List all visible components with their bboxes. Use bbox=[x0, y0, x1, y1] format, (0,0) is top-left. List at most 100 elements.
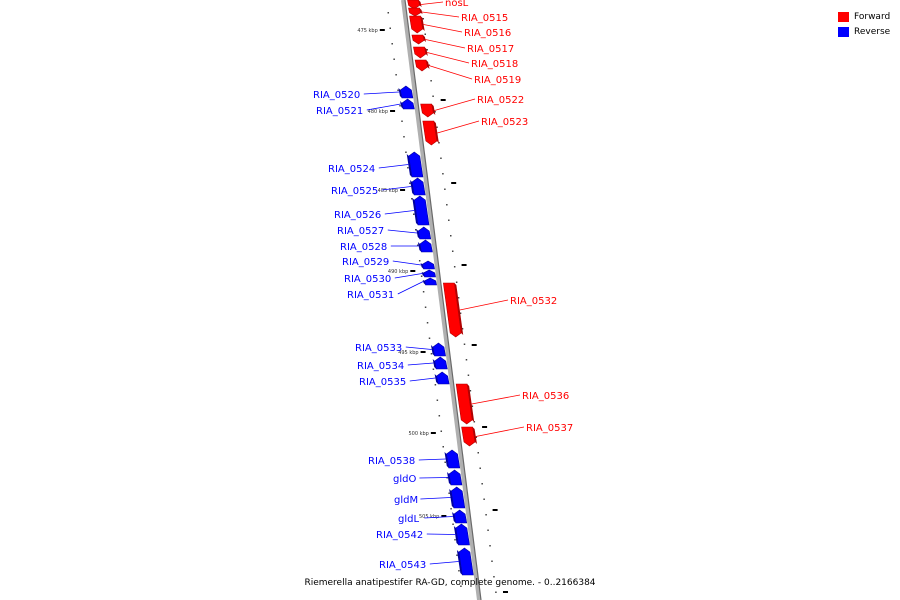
gene-arrow-shade bbox=[420, 16, 425, 31]
gene-arrow[interactable] bbox=[414, 195, 430, 226]
gene-label[interactable]: RIA_0543 bbox=[379, 560, 426, 571]
gene-label[interactable]: RIA_0530 bbox=[344, 274, 391, 285]
gene-arrow-shade bbox=[472, 427, 477, 444]
gene-arrow[interactable] bbox=[411, 34, 425, 45]
gene-label[interactable]: RIA_0516 bbox=[464, 28, 511, 39]
gene-label[interactable]: RIA_0535 bbox=[359, 377, 406, 388]
gene-label[interactable]: RIA_0532 bbox=[510, 296, 557, 307]
gene-arrow[interactable] bbox=[436, 371, 450, 385]
gene-gldm[interactable]: gldM bbox=[394, 486, 466, 509]
minor-tick bbox=[424, 306, 427, 308]
gene-label[interactable]: RIA_0534 bbox=[357, 361, 404, 372]
gene-label[interactable]: RIA_0524 bbox=[328, 164, 375, 175]
gene-ria_0519[interactable]: RIA_0519 bbox=[414, 59, 521, 86]
gene-ria_0536[interactable]: RIA_0536 bbox=[455, 383, 569, 425]
gene-arrow[interactable] bbox=[409, 15, 424, 34]
gene-ria_0520[interactable]: RIA_0520 bbox=[313, 85, 414, 101]
gene-arrow[interactable] bbox=[455, 523, 470, 546]
gene-ria_0533[interactable]: RIA_0533 bbox=[355, 342, 446, 357]
gene-arrow[interactable] bbox=[450, 486, 466, 509]
gene-ria_0526[interactable]: RIA_0526 bbox=[334, 195, 430, 226]
gene-label[interactable]: RIA_0528 bbox=[340, 242, 387, 253]
gene-arrow[interactable] bbox=[446, 449, 461, 469]
gene-label[interactable]: RIA_0538 bbox=[368, 456, 415, 467]
gene-arrow[interactable] bbox=[401, 98, 415, 110]
gene-arrow[interactable] bbox=[407, 0, 420, 10]
gene-ria_0531[interactable]: RIA_0531 bbox=[347, 277, 437, 301]
gene-ria_0521[interactable]: RIA_0521 bbox=[316, 98, 415, 117]
gene-ria_0537[interactable]: RIA_0537 bbox=[461, 423, 574, 447]
gene-ria_0530[interactable]: RIA_0530 bbox=[344, 269, 436, 285]
gene-ria_0518[interactable]: RIA_0518 bbox=[413, 46, 518, 70]
gene-label[interactable]: gldO bbox=[393, 474, 416, 485]
gene-arrow[interactable] bbox=[423, 269, 436, 278]
gene-label[interactable]: gldL bbox=[398, 514, 419, 525]
gene-gldo[interactable]: gldO bbox=[393, 469, 463, 486]
gene-arrow[interactable] bbox=[443, 282, 462, 338]
gene-ria_0524[interactable]: RIA_0524 bbox=[328, 151, 424, 178]
gene-ria_0528[interactable]: RIA_0528 bbox=[340, 239, 433, 253]
gene-arrow[interactable] bbox=[453, 509, 468, 524]
gene-label[interactable]: RIA_0518 bbox=[471, 59, 518, 70]
gene-gldl[interactable]: gldL bbox=[398, 509, 468, 525]
gene-arrow[interactable] bbox=[455, 383, 473, 425]
gene-arrow[interactable] bbox=[434, 356, 448, 370]
gene-arrow[interactable] bbox=[419, 239, 433, 253]
gene-label[interactable]: RIA_0523 bbox=[481, 117, 528, 128]
gene-label[interactable]: RIA_0531 bbox=[347, 290, 394, 301]
gene-label[interactable]: RIA_0527 bbox=[337, 226, 384, 237]
gene-ria_0522[interactable]: RIA_0522 bbox=[420, 95, 525, 118]
genome-backbone-edge bbox=[404, 0, 482, 600]
gene-ria_0523[interactable]: RIA_0523 bbox=[422, 117, 528, 146]
gene-ria_0525[interactable]: RIA_0525 bbox=[331, 177, 426, 197]
gene-label[interactable]: RIA_0536 bbox=[522, 391, 569, 402]
gene-label[interactable]: RIA_0522 bbox=[477, 95, 524, 106]
gene-ria_0529[interactable]: RIA_0529 bbox=[342, 257, 435, 270]
gene-nosl[interactable]: nosL bbox=[407, 0, 469, 10]
gene-ria_0532[interactable]: RIA_0532 bbox=[443, 282, 557, 338]
gene-label[interactable]: nosL bbox=[445, 0, 469, 9]
gene-arrow[interactable] bbox=[424, 277, 437, 286]
gene-label[interactable]: RIA_0521 bbox=[316, 106, 363, 117]
gene-label[interactable]: RIA_0529 bbox=[342, 257, 389, 268]
gene-ria_0538[interactable]: RIA_0538 bbox=[368, 449, 461, 469]
gene-arrow[interactable] bbox=[411, 177, 426, 196]
gene-arrow-shade bbox=[433, 121, 439, 143]
minor-tick bbox=[403, 136, 405, 138]
gene-arrow[interactable] bbox=[461, 426, 476, 447]
gene-arrow[interactable] bbox=[408, 151, 424, 178]
gene-label[interactable]: RIA_0517 bbox=[467, 44, 514, 55]
gene-label[interactable]: RIA_0519 bbox=[474, 75, 521, 86]
gene-arrow[interactable] bbox=[413, 46, 427, 59]
gene-ria_0515[interactable]: RIA_0515 bbox=[408, 7, 509, 24]
gene-arrow[interactable] bbox=[422, 120, 438, 146]
gene-label[interactable]: RIA_0533 bbox=[355, 343, 402, 354]
gene-arrow-shade bbox=[430, 345, 435, 356]
gene-ria_0542[interactable]: RIA_0542 bbox=[376, 523, 470, 546]
gene-arrow[interactable] bbox=[448, 469, 463, 486]
gene-label[interactable]: RIA_0526 bbox=[334, 210, 381, 221]
gene-ria_0543[interactable]: RIA_0543 bbox=[379, 547, 474, 576]
legend-forward-label: Forward bbox=[854, 11, 891, 22]
gene-ria_0527[interactable]: RIA_0527 bbox=[337, 226, 432, 240]
scale-tick bbox=[390, 110, 396, 112]
gene-arrow[interactable] bbox=[400, 85, 414, 99]
gene-arrow[interactable] bbox=[458, 547, 474, 576]
gene-label[interactable]: RIA_0525 bbox=[331, 186, 378, 197]
gene-arrow[interactable] bbox=[414, 59, 428, 72]
gene-arrow[interactable] bbox=[417, 226, 432, 240]
gene-arrow[interactable] bbox=[432, 342, 446, 357]
gene-label[interactable]: RIA_0515 bbox=[461, 13, 508, 24]
gene-label[interactable]: gldM bbox=[394, 495, 418, 506]
minor-tick bbox=[469, 390, 472, 392]
gene-ria_0534[interactable]: RIA_0534 bbox=[357, 356, 448, 372]
gene-ria_0535[interactable]: RIA_0535 bbox=[359, 371, 450, 388]
gene-arrow[interactable] bbox=[420, 103, 434, 118]
gene-label[interactable]: RIA_0537 bbox=[526, 423, 573, 434]
gene-arrow[interactable] bbox=[408, 7, 421, 17]
gene-arrow[interactable] bbox=[422, 260, 435, 270]
gene-ria_0517[interactable]: RIA_0517 bbox=[411, 34, 514, 55]
gene-ria_0516[interactable]: RIA_0516 bbox=[409, 15, 512, 39]
gene-label[interactable]: RIA_0542 bbox=[376, 530, 423, 541]
gene-label[interactable]: RIA_0520 bbox=[313, 90, 360, 101]
